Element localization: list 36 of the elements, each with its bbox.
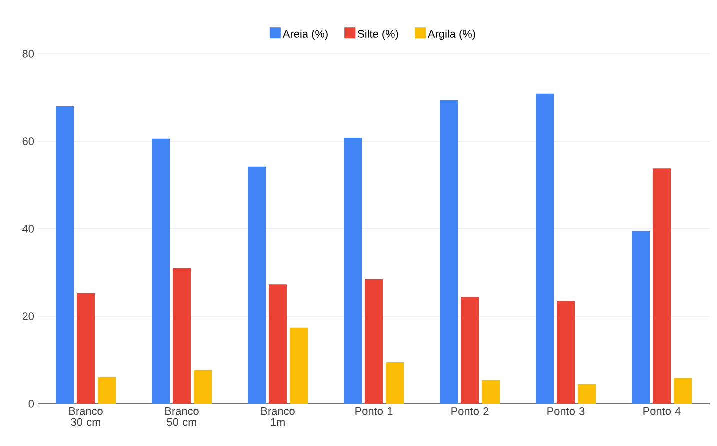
y-tick-label: 80 bbox=[22, 50, 34, 58]
bar bbox=[269, 284, 287, 404]
y-tick-label: 40 bbox=[22, 225, 34, 233]
bar bbox=[98, 377, 116, 404]
legend-label: Argila (%) bbox=[428, 30, 476, 40]
y-tick-label: 20 bbox=[22, 312, 34, 320]
x-tick-label: Ponto 1 bbox=[356, 408, 393, 416]
bar bbox=[248, 166, 266, 404]
bar bbox=[344, 138, 362, 404]
bar bbox=[77, 293, 95, 404]
bar bbox=[674, 378, 692, 404]
bar bbox=[365, 279, 383, 404]
bar bbox=[194, 370, 212, 404]
bar bbox=[173, 268, 191, 404]
bar bbox=[386, 362, 404, 404]
y-tick-label: 0 bbox=[28, 400, 34, 408]
x-tick-label: Branco 30 cm bbox=[70, 408, 103, 426]
bar bbox=[56, 106, 74, 404]
legend-label: Silte (%) bbox=[358, 30, 398, 40]
bar bbox=[290, 328, 308, 404]
x-tick-label: Branco 1m bbox=[262, 408, 295, 426]
bar bbox=[632, 231, 650, 404]
x-tick-label: Ponto 2 bbox=[452, 408, 489, 416]
x-tick-label: Ponto 3 bbox=[548, 408, 585, 416]
bar bbox=[440, 100, 458, 404]
x-tick-label: Ponto 4 bbox=[644, 408, 681, 416]
bar bbox=[482, 380, 500, 404]
bar bbox=[461, 297, 480, 404]
bar bbox=[653, 168, 672, 404]
bar bbox=[152, 138, 170, 404]
y-tick-label: 60 bbox=[22, 138, 34, 146]
bar bbox=[578, 384, 596, 404]
legend-label: Areia (%) bbox=[282, 30, 328, 40]
bar bbox=[557, 301, 576, 404]
bar bbox=[536, 94, 554, 404]
x-tick-label: Branco 50 cm bbox=[166, 408, 199, 426]
